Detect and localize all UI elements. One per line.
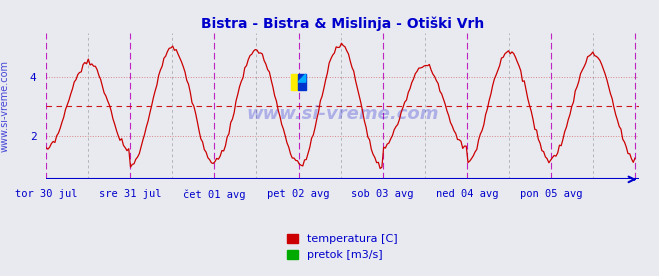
Text: www.si-vreme.com: www.si-vreme.com [0,60,10,152]
Legend: temperatura [C], pretok [m3/s]: temperatura [C], pretok [m3/s] [283,229,403,264]
Title: Bistra - Bistra & Mislinja - Otiški Vrh: Bistra - Bistra & Mislinja - Otiški Vrh [201,16,484,31]
Text: www.si-vreme.com: www.si-vreme.com [246,105,439,123]
Bar [298,74,306,90]
Polygon shape [298,74,306,82]
Bar [291,74,298,90]
